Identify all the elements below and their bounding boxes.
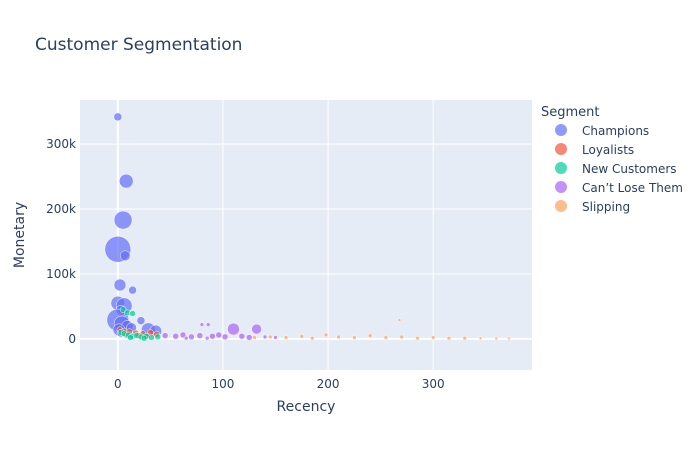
data-point [172,333,179,340]
legend-title: Segment [541,105,600,120]
data-point [507,336,511,341]
legend-item[interactable]: Loyalists [555,143,634,157]
data-point [245,334,253,341]
legend-item[interactable]: Slipping [555,200,630,214]
data-point [238,333,246,340]
legend-marker [555,181,567,193]
data-point [128,285,137,295]
y-axis-label: Monetary [12,202,28,268]
legend-marker [555,143,567,155]
legend-marker [555,162,567,174]
data-point [310,335,315,341]
legend-marker [555,124,567,136]
series-3 [161,322,278,341]
data-point [215,331,223,339]
data-point [397,318,402,322]
y-tick-label: 100k [46,267,76,281]
data-point [136,316,146,325]
data-point [352,335,357,340]
data-point [179,331,187,339]
legend-item[interactable]: Can’t Lose Them [555,181,683,195]
y-tick-label: 200k [46,202,76,216]
data-point [204,335,210,341]
legend-item[interactable]: New Customers [555,162,677,176]
x-axis-label: Recency [277,399,336,415]
data-point [119,250,131,262]
y-tick-label: 300k [46,137,76,151]
data-point [268,334,273,340]
data-point [478,336,483,340]
data-point [205,322,211,327]
data-point [161,332,169,339]
data-point [113,278,127,292]
data-points [104,112,511,342]
data-point [188,333,195,341]
data-point [323,332,329,338]
data-point [415,335,420,341]
legend-label: Champions [582,124,649,138]
x-tick-label: 0 [114,377,122,391]
data-point [462,335,467,341]
series-2 [117,306,162,342]
legend-items[interactable]: Champions Loyalists New Customers Can’t Los… [555,124,683,214]
legend-label: New Customers [582,162,677,176]
legend-item[interactable]: Champions [555,124,649,138]
data-point [227,322,240,336]
data-point [209,333,216,340]
data-point [336,334,341,340]
series-4 [252,318,511,341]
data-point [154,333,162,341]
data-point [183,335,189,341]
x-tick-label: 100 [212,377,235,391]
legend-marker [555,200,567,212]
data-point [299,334,305,339]
data-point [252,335,257,340]
data-point [140,334,148,342]
x-tick-label: 300 [422,377,445,391]
data-point [494,336,499,341]
data-point [367,333,373,338]
data-point [148,334,155,341]
data-point [221,333,229,341]
series-0 [104,112,162,340]
legend-label: Slipping [582,200,630,214]
chart-title: Customer Segmentation [35,35,242,55]
data-point [273,335,278,340]
data-point [113,112,123,122]
data-point [251,323,262,335]
data-point [113,210,133,230]
legend-label: Can’t Lose Them [582,181,683,195]
legend-label: Loyalists [582,143,634,157]
axis-ticks: 0 100 200 300 0 100k 200k 300k [46,137,445,391]
data-point [262,334,268,340]
data-point [399,334,404,340]
data-point [119,173,134,189]
x-tick-label: 200 [317,377,340,391]
data-point [196,332,204,339]
data-point [129,310,136,317]
data-point [127,334,134,341]
data-point [383,335,389,340]
data-point [446,335,452,341]
data-point [199,322,205,327]
data-point [283,335,289,340]
data-point [430,335,436,340]
y-tick-label: 0 [68,332,76,346]
